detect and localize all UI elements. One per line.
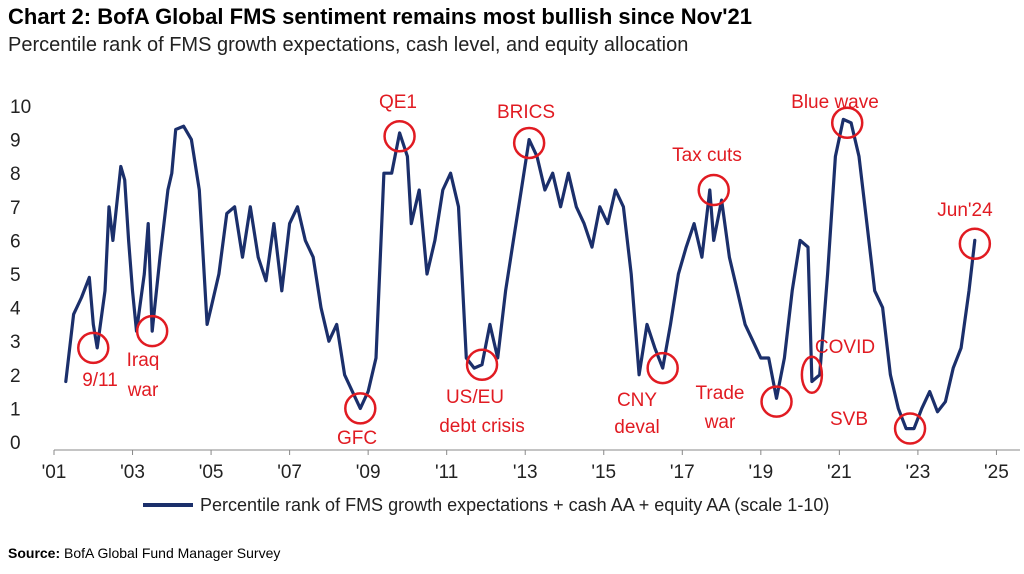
annotation-circle [465, 348, 499, 381]
annotation-label: COVID [815, 337, 875, 358]
y-tick-label: 1 [10, 399, 21, 420]
chart-axes: 0 1 2 3 4 5 6 7 8 9 10 '01 '03 '05 '07 '09 '11 '13 '15 '17 '… [10, 97, 1020, 483]
chart-legend: Percentile rank of FMS growth expectatio… [143, 495, 829, 515]
x-tick-label: '13 [513, 462, 538, 483]
chart-series [64, 117, 977, 431]
annotation-circle [800, 355, 824, 395]
y-tick-label: 8 [10, 164, 21, 185]
annotation-label: CNY deval [614, 390, 659, 438]
chart-title: Chart 2: BofA Global FMS sentiment remai… [8, 4, 753, 29]
chart-annotations: 9/11 Iraq war GFC QE1 US/EU debt crisis BRICS CN… [77, 92, 993, 449]
annotation-circle [893, 412, 927, 445]
source-note: Source: BofA Global Fund Manager Survey [8, 545, 280, 561]
y-tick-label: 0 [10, 433, 21, 454]
annotation-label: GFC [337, 428, 377, 449]
annotation-circle [344, 392, 377, 425]
annotation-circle [958, 227, 992, 261]
y-tick-label: 10 [10, 97, 31, 118]
chart-subtitle: Percentile rank of FMS growth expectatio… [8, 34, 689, 56]
annotation-label: 9/11 [82, 370, 118, 391]
annotation-circle [760, 385, 793, 418]
annotation-label: SVB [830, 409, 868, 430]
annotation-label: Tax cuts [672, 145, 742, 166]
x-tick-label: '01 [42, 462, 67, 483]
annotation-circle [512, 126, 546, 160]
x-tick-label: '09 [356, 462, 381, 483]
y-tick-label: 2 [10, 366, 21, 387]
x-tick-label: '23 [906, 462, 931, 483]
annotation-circle [383, 119, 416, 153]
annotation-circle [77, 331, 110, 365]
y-tick-label: 7 [10, 198, 21, 219]
annotation-label: US/EU debt crisis [439, 387, 525, 437]
x-tick-label: '03 [120, 462, 145, 483]
source-label: Source: [8, 545, 61, 561]
series-line [64, 117, 977, 431]
y-tick-label: 9 [10, 131, 21, 152]
x-tick-label: '19 [748, 462, 773, 483]
x-tick-label: '21 [827, 462, 852, 483]
y-tick-label: 3 [10, 332, 21, 353]
x-tick-label: '07 [277, 462, 302, 483]
x-tick-label: '17 [670, 462, 695, 483]
x-tick-label: '11 [435, 462, 458, 483]
x-tick-label: '25 [984, 462, 1009, 483]
source-text: BofA Global Fund Manager Survey [64, 545, 281, 561]
annotation-circle [830, 106, 864, 140]
annotation-label: Jun'24 [937, 200, 993, 221]
annotation-label: Iraq war [127, 350, 160, 401]
annotation-circle [646, 351, 679, 385]
x-tick-label: '05 [199, 462, 224, 483]
annotation-label: Trade war [696, 383, 745, 433]
annotation-label: BRICS [497, 102, 555, 123]
y-tick-label: 6 [10, 231, 21, 252]
annotation-circle [697, 173, 730, 207]
legend-label: Percentile rank of FMS growth expectatio… [200, 495, 829, 515]
annotation-label: Blue wave [791, 92, 879, 113]
annotation-label: QE1 [379, 92, 417, 113]
annotation-circle [135, 314, 169, 348]
y-tick-label: 5 [10, 265, 21, 286]
y-tick-label: 4 [10, 299, 21, 320]
x-tick-label: '15 [591, 462, 616, 483]
